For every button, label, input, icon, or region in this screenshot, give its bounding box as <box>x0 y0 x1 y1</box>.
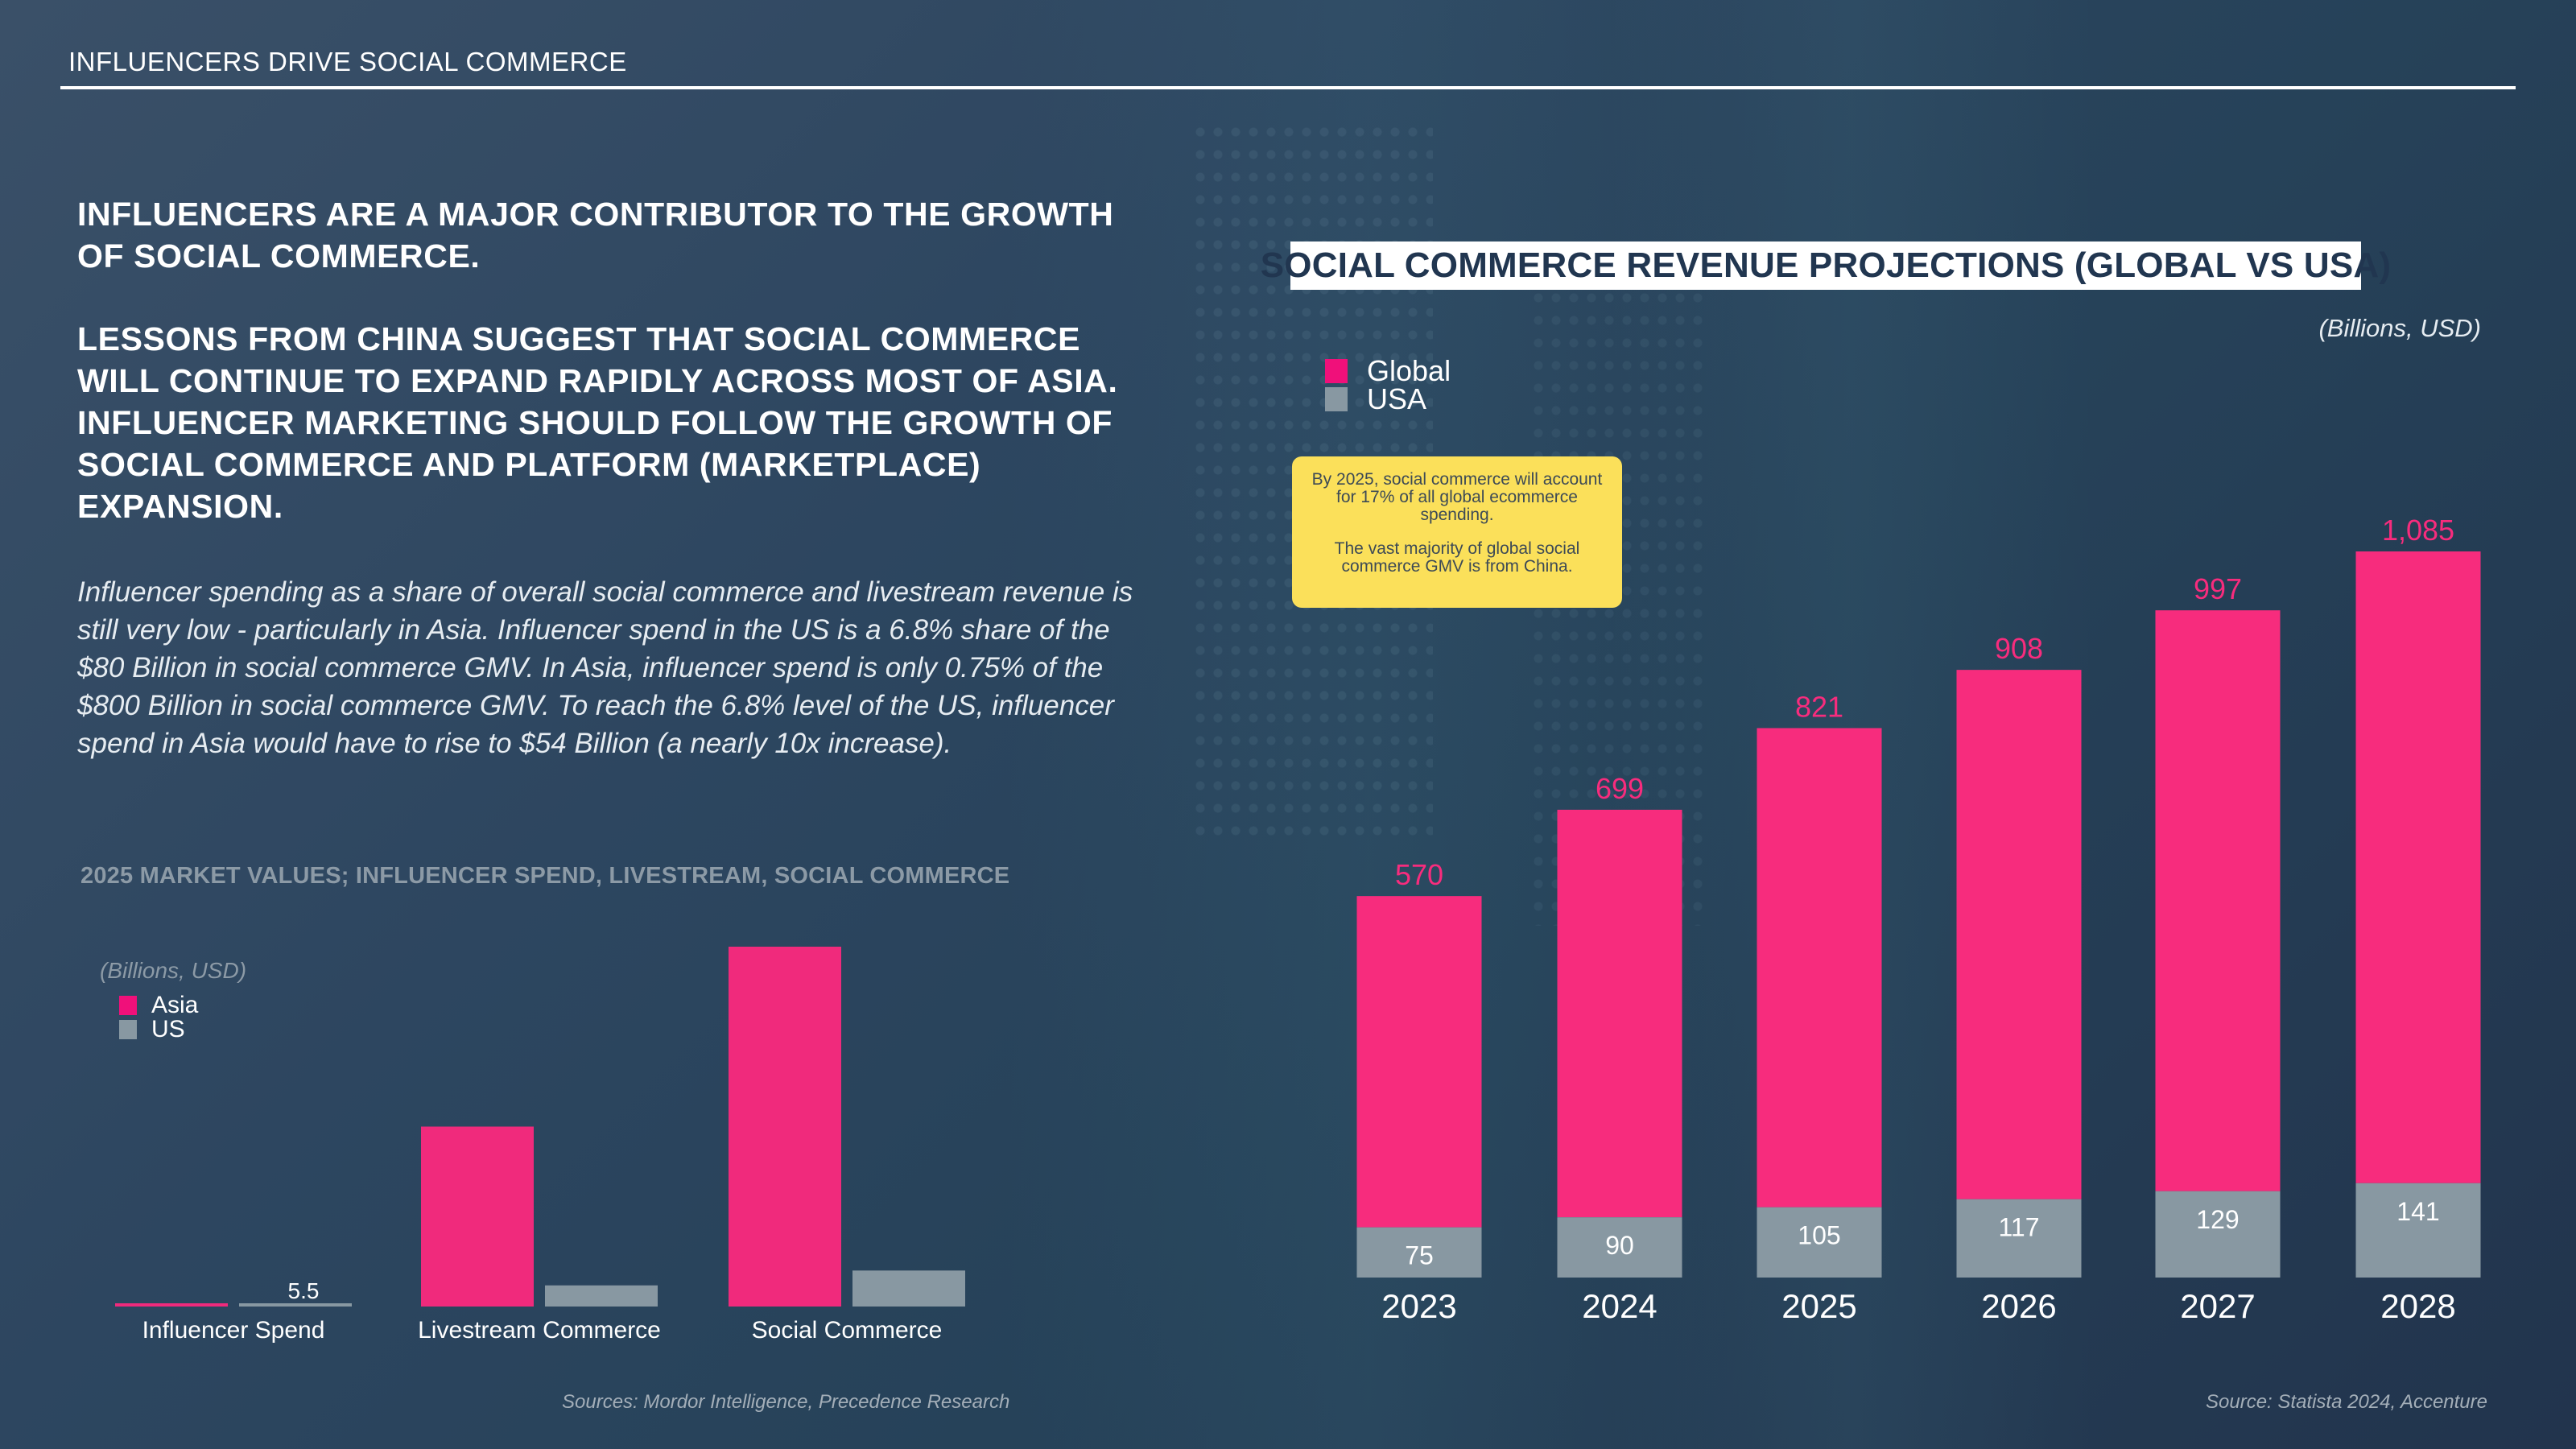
year-label: 2025 <box>1781 1287 1856 1325</box>
bar-global-2028 <box>2355 551 2481 1183</box>
year-label: 2027 <box>2180 1287 2255 1325</box>
callout-note-para2: The vast majority of global social comme… <box>1334 539 1580 576</box>
right-chart-units: (Billions, USD) <box>2318 314 2481 342</box>
bar-asia-livestream-commerce <box>421 1126 534 1307</box>
year-label: 2026 <box>1981 1287 2056 1325</box>
data-label-global: 821 <box>1795 690 1843 723</box>
bar-global-2026 <box>1956 670 2082 1199</box>
bar-global-2024 <box>1557 809 1682 1218</box>
data-label-global: 1,085 <box>2382 514 2454 547</box>
category-label: Social Commerce <box>752 1317 943 1344</box>
year-label: 2028 <box>2380 1287 2455 1325</box>
data-label-usa: 117 <box>1998 1213 2039 1242</box>
bar-global-2023 <box>1356 896 1482 1228</box>
callout-note: By 2025, social commerce will account fo… <box>1292 456 1622 608</box>
legend-label-usa: USA <box>1367 382 1427 415</box>
right-chart-title-box: SOCIAL COMMERCE REVENUE PROJECTIONS (GLO… <box>1261 242 2391 290</box>
callout-note-para1: By 2025, social commerce will account fo… <box>1311 470 1603 524</box>
bar-global-2027 <box>2155 610 2281 1191</box>
legend-swatch-usa <box>1325 387 1348 411</box>
legend-item-asia: Asia <box>119 992 198 1019</box>
legend-swatch-global <box>1325 359 1348 383</box>
left-chart-sources: Sources: Mordor Intelligence, Precedence… <box>562 1391 1010 1413</box>
headline-primary: INFLUENCERS ARE A MAJOR CONTRIBUTOR TO T… <box>77 196 1114 275</box>
data-label-global: 699 <box>1596 772 1644 805</box>
bar-usa-2026 <box>1956 1199 2082 1278</box>
bar-usa-2025 <box>1757 1207 1882 1278</box>
legend-item-global: Global <box>1325 354 1451 388</box>
legend-item-usa: USA <box>1325 382 1426 416</box>
left-chart-units: (Billions, USD) <box>100 958 247 983</box>
data-label-global: 570 <box>1395 858 1443 891</box>
bar-global-2025 <box>1757 728 1882 1208</box>
category-label: Influencer Spend <box>142 1317 325 1344</box>
headline-secondary: LESSONS FROM CHINA SUGGEST THAT SOCIAL C… <box>77 320 1118 525</box>
right-chart-sources: Source: Statista 2024, Accenture <box>2206 1391 2487 1413</box>
data-label-usa: 90 <box>1605 1231 1634 1260</box>
data-label-usa: 129 <box>2196 1205 2239 1234</box>
bar-us-livestream-commerce <box>545 1285 658 1307</box>
legend-swatch-asia <box>119 996 137 1015</box>
data-label-usa: 141 <box>2396 1197 2439 1226</box>
bar-asia-social-commerce <box>729 947 841 1307</box>
legend-swatch-us <box>119 1020 137 1039</box>
body-paragraph: Influencer spending as a share of overal… <box>77 576 1133 759</box>
category-label: Livestream Commerce <box>418 1317 661 1344</box>
legend-item-us: US <box>119 1016 185 1043</box>
legend-label-global: Global <box>1367 354 1451 387</box>
bar-asia-influencer-spend <box>115 1303 228 1307</box>
bar-us-influencer-spend <box>239 1303 352 1307</box>
data-label-usa: 75 <box>1405 1241 1434 1270</box>
data-label-usa: 105 <box>1798 1221 1840 1250</box>
data-label-global: 997 <box>2194 572 2242 605</box>
bar-usa-2027 <box>2155 1191 2281 1278</box>
bar-usa-2028 <box>2355 1183 2481 1278</box>
bar-usa-2024 <box>1557 1217 1682 1278</box>
year-label: 2023 <box>1381 1287 1456 1325</box>
data-label-global: 908 <box>1995 632 2043 665</box>
slide-header-title: INFLUENCERS DRIVE SOCIAL COMMERCE <box>68 47 627 76</box>
header-divider <box>60 86 2516 89</box>
legend-label-asia: Asia <box>151 992 199 1018</box>
bar-usa-2023 <box>1356 1227 1482 1278</box>
bar-us-social-commerce <box>852 1270 965 1307</box>
right-chart-title: SOCIAL COMMERCE REVENUE PROJECTIONS (GLO… <box>1260 246 2392 285</box>
legend-label-us: US <box>151 1016 185 1042</box>
left-chart-title: 2025 MARKET VALUES; INFLUENCER SPEND, LI… <box>80 863 1010 889</box>
data-label: 5.5 <box>288 1278 320 1303</box>
year-label: 2024 <box>1582 1287 1657 1325</box>
